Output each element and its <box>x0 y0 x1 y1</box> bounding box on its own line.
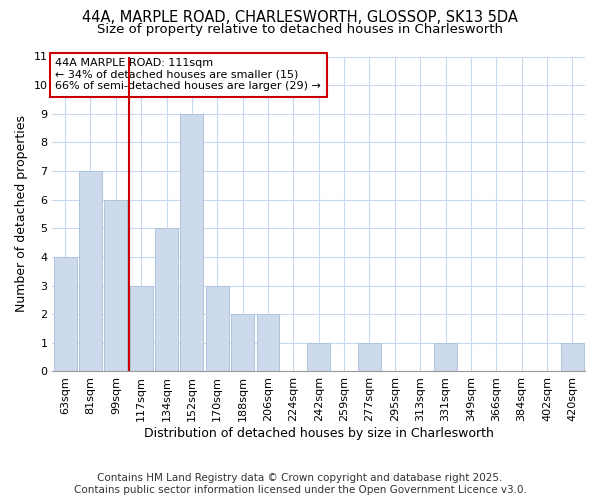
Bar <box>358 343 381 372</box>
X-axis label: Distribution of detached houses by size in Charlesworth: Distribution of detached houses by size … <box>144 427 494 440</box>
Bar <box>561 343 584 372</box>
Bar <box>53 257 77 372</box>
Bar <box>181 114 203 372</box>
Bar <box>130 286 152 372</box>
Bar <box>104 200 127 372</box>
Bar <box>434 343 457 372</box>
Text: 44A, MARPLE ROAD, CHARLESWORTH, GLOSSOP, SK13 5DA: 44A, MARPLE ROAD, CHARLESWORTH, GLOSSOP,… <box>82 10 518 25</box>
Bar <box>206 286 229 372</box>
Text: Contains HM Land Registry data © Crown copyright and database right 2025.
Contai: Contains HM Land Registry data © Crown c… <box>74 474 526 495</box>
Bar <box>307 343 330 372</box>
Text: 44A MARPLE ROAD: 111sqm
← 34% of detached houses are smaller (15)
66% of semi-de: 44A MARPLE ROAD: 111sqm ← 34% of detache… <box>55 58 321 92</box>
Y-axis label: Number of detached properties: Number of detached properties <box>15 116 28 312</box>
Bar <box>155 228 178 372</box>
Bar <box>231 314 254 372</box>
Bar <box>79 171 102 372</box>
Bar <box>257 314 280 372</box>
Text: Size of property relative to detached houses in Charlesworth: Size of property relative to detached ho… <box>97 22 503 36</box>
